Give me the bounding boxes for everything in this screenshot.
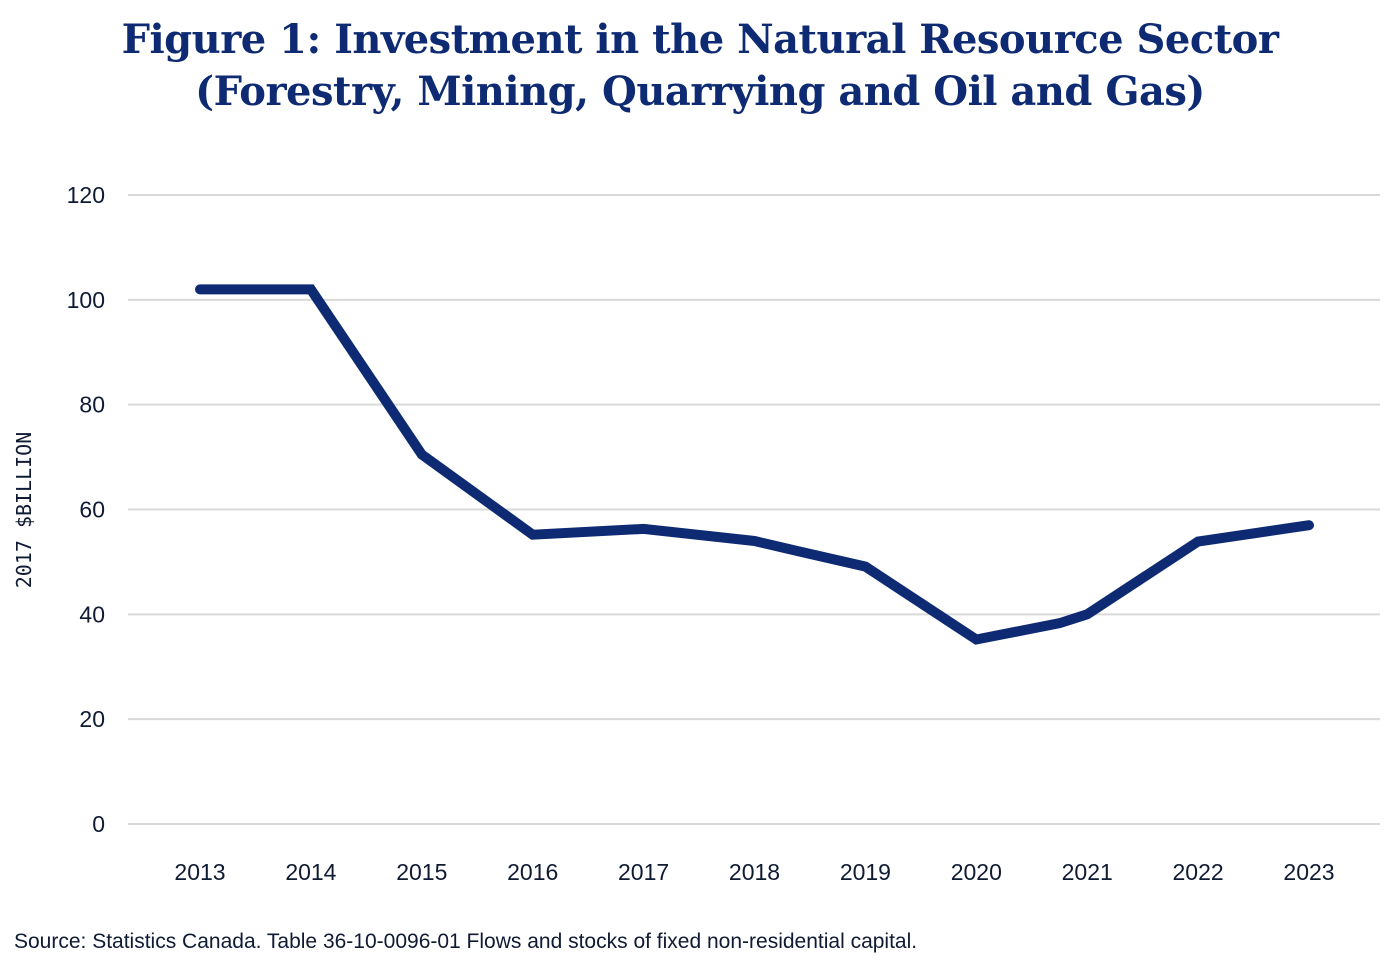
y-tick-label: 120 [67, 182, 105, 208]
x-tick-label: 2021 [1062, 859, 1113, 885]
y-tick-label: 20 [79, 706, 105, 732]
x-tick-label: 2013 [174, 859, 225, 885]
source-note: Source: Statistics Canada. Table 36-10-0… [14, 930, 918, 953]
chart-subtitle: (Forestry, Mining, Quarrying and Oil and… [195, 68, 1205, 115]
y-tick-label: 0 [92, 811, 105, 837]
chart-title-block: Figure 1: Investment in the Natural Reso… [0, 14, 1400, 118]
x-axis-ticks: 2013 2014 2015 2016 2017 2018 2019 2020 2021 2022… [174, 859, 1334, 885]
x-tick-label: 2020 [951, 859, 1002, 885]
chart-title: Figure 1: Investment in the Natural Reso… [121, 16, 1279, 63]
y-tick-label: 80 [79, 392, 105, 418]
series-line-0 [195, 284, 1314, 645]
x-tick-label: 2019 [840, 859, 891, 885]
y-tick-label: 60 [79, 497, 105, 523]
x-tick-label: 2023 [1283, 859, 1334, 885]
x-tick-label: 2022 [1173, 859, 1224, 885]
gridlines [128, 194, 1380, 825]
y-axis-label: 2017 $BILLION [12, 432, 36, 589]
y-tick-label: 40 [79, 601, 105, 627]
y-tick-label: 100 [67, 287, 105, 313]
x-tick-label: 2014 [285, 859, 336, 885]
x-tick-label: 2018 [729, 859, 780, 885]
x-tick-label: 2015 [396, 859, 447, 885]
x-tick-label: 2016 [507, 859, 558, 885]
x-tick-label: 2017 [618, 859, 669, 885]
y-axis-ticks: 0 20 40 60 80 100 120 [67, 182, 105, 837]
series-layer [195, 284, 1314, 645]
